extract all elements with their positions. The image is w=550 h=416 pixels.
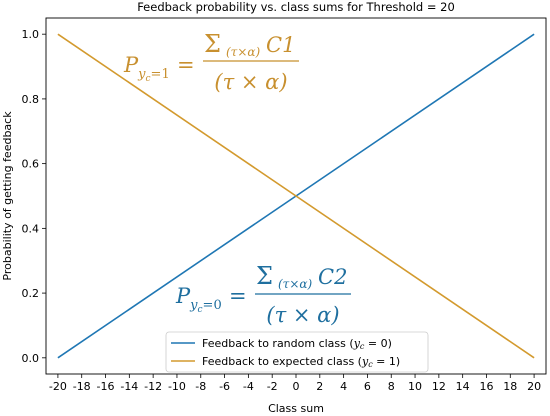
y-tick-label: 0.8	[22, 93, 40, 106]
equation-expected: Pyc=1 = Σ (τ×α) C1 (τ × α)	[123, 30, 299, 94]
x-tick-label: 16	[479, 380, 493, 393]
legend-label-expected: Feedback to expected class (yc = 1)	[202, 355, 400, 369]
x-tick-label: 20	[527, 380, 541, 393]
y-tick-label: 0.2	[22, 287, 40, 300]
x-tick-label: -14	[120, 380, 138, 393]
legend: Feedback to random class (yc = 0) Feedba…	[165, 331, 429, 373]
x-tick-label: 6	[364, 380, 371, 393]
x-axis-title: Class sum	[268, 402, 324, 415]
x-tick-label: -10	[168, 380, 186, 393]
x-tick-label: 0	[293, 380, 300, 393]
series-line-1	[57, 33, 535, 359]
x-tick-label: -2	[267, 380, 278, 393]
x-tick-label: -16	[97, 380, 115, 393]
eq-random-sum: Σ	[256, 262, 273, 290]
x-tick-label: -20	[49, 380, 67, 393]
x-tick-label: 10	[408, 380, 422, 393]
y-tick-label: 0.0	[22, 352, 40, 365]
y-axis-ticks: 0.0 0.2 0.4 0.6 0.8 1.0	[22, 28, 46, 365]
x-tick-label: 2	[316, 380, 323, 393]
eq-random-lhs-sub-var: y	[189, 298, 198, 313]
eq-expected-lhs-sub-sub: c	[146, 74, 151, 84]
legend-label-random: Feedback to random class (yc = 0)	[202, 337, 392, 351]
series-layer	[57, 33, 535, 359]
y-tick-label: 0.6	[22, 158, 40, 171]
eq-expected-lhs-sub-var: y	[137, 67, 146, 82]
eq-random-num-var: C2	[318, 265, 347, 289]
x-tick-label: 4	[340, 380, 347, 393]
x-tick-label: 12	[432, 380, 446, 393]
y-tick-label: 1.0	[22, 28, 40, 41]
y-tick-label: 0.4	[22, 222, 40, 235]
eq-expected-lhs-sub-rest: =1	[151, 67, 170, 82]
chart-title: Feedback probability vs. class sums for …	[137, 0, 455, 14]
eq-random-lhs-sub-sub: c	[198, 305, 203, 315]
x-tick-label: 8	[388, 380, 395, 393]
eq-random-equals: =	[229, 284, 247, 308]
eq-expected-lhs: Pyc=1	[123, 53, 170, 84]
eq-random-lhs-sub-rest: =0	[203, 298, 222, 313]
x-tick-label: -12	[144, 380, 162, 393]
y-axis-title: Probability of getting feedback	[1, 111, 14, 281]
eq-expected-equals: =	[177, 53, 195, 77]
x-tick-label: 14	[456, 380, 470, 393]
x-tick-label: -4	[243, 380, 254, 393]
eq-expected-sum-sub: (τ×α)	[226, 45, 260, 59]
x-tick-label: -8	[195, 380, 206, 393]
eq-expected-denominator: (τ × α)	[214, 70, 287, 94]
x-tick-label: -6	[219, 380, 230, 393]
x-tick-label: 18	[503, 380, 517, 393]
eq-random-sum-sub: (τ×α)	[278, 277, 312, 291]
eq-random-lhs: Pyc=0	[175, 284, 222, 315]
x-tick-label: -18	[73, 380, 91, 393]
eq-random-lhs-var: P	[175, 284, 191, 308]
x-axis-ticks: -20 -18 -16 -14 -12 -10 -8 -6 -4 -2 0 2 4 6 8 10 12 14 16 1…	[49, 374, 541, 393]
equation-random: Pyc=0 = Σ (τ×α) C2 (τ × α)	[175, 262, 351, 327]
eq-random-denominator: (τ × α)	[266, 303, 339, 327]
eq-expected-sum: Σ	[204, 30, 221, 58]
eq-expected-num-var: C1	[266, 33, 295, 57]
legend-box	[165, 331, 429, 373]
eq-expected-lhs-var: P	[123, 53, 139, 77]
